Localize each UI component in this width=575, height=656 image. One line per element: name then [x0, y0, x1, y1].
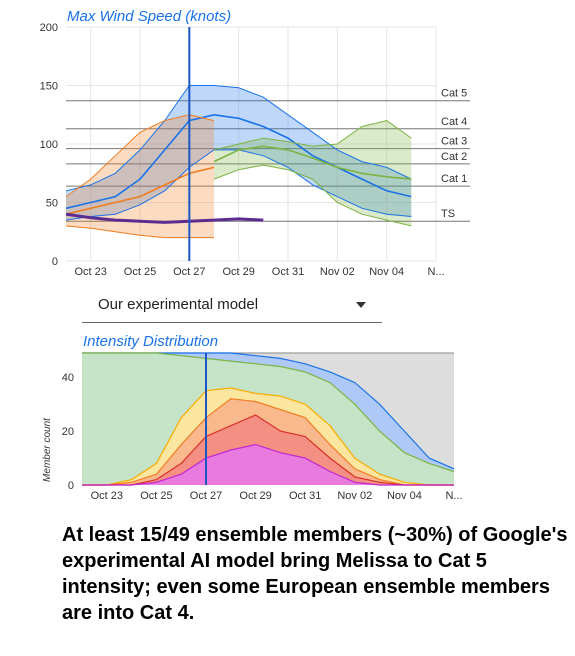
dropdown-arrow-icon	[356, 302, 366, 308]
model-dropdown[interactable]: Our experimental model	[82, 290, 382, 323]
chart2-xtick-label: Oct 27	[190, 490, 222, 502]
chart1-ensemble-upper-line	[65, 85, 412, 192]
chart1-ytick-label: 0	[52, 256, 58, 268]
chart1-ensemble-median-line	[213, 145, 412, 180]
chart2-category-outline	[82, 398, 454, 486]
chart1-threshold-label: Cat 5	[441, 88, 467, 100]
model-dropdown-label: Our experimental model	[98, 296, 259, 313]
chart1-threshold-label: Cat 4	[441, 116, 467, 128]
chart2-ytick-label: 40	[62, 372, 74, 384]
intensity-distribution-chart: Intensity Distribution Member count 0 20 4…	[42, 333, 463, 502]
chart2-xtick-label: Oct 31	[289, 490, 321, 502]
chart2-xtick-label: Oct 29	[239, 490, 271, 502]
chart1-observed-track-line	[65, 212, 264, 224]
chart2-xtick-label: Oct 23	[91, 490, 123, 502]
chart2-xtick-label: Nov 02	[337, 490, 372, 502]
chart1-threshold-label: Cat 2	[441, 151, 467, 163]
chart1-ytick-label: 150	[40, 81, 58, 93]
chart1-ensemble-band	[66, 114, 214, 238]
chart2-xtick-label: Oct 25	[140, 490, 172, 502]
chart1-xtick-label: Oct 25	[124, 266, 156, 278]
max-wind-speed-chart: Max Wind Speed (knots) Cat 5 Cat 4 Cat 3 Ca…	[40, 8, 470, 278]
chart2-xtick-label: Nov 04	[387, 490, 422, 502]
chart1-xtick-label: Nov 04	[369, 266, 404, 278]
caption-text: At least 15/49 ensemble members (~30%) o…	[62, 524, 568, 624]
chart1-xtick-label: N...	[427, 266, 444, 278]
chart2-category-outline	[82, 352, 455, 473]
chart1-ytick-label: 100	[40, 139, 58, 151]
chart1-ytick-label: 200	[40, 22, 58, 34]
chart1-ensemble-band	[66, 85, 412, 221]
chart2-xtick-label: N...	[445, 490, 462, 502]
chart2-category-outline	[82, 387, 454, 486]
chart1-xtick-label: Nov 02	[320, 266, 355, 278]
chart1-xtick-label: Oct 27	[173, 266, 205, 278]
chart2-ytick-label: 0	[68, 480, 74, 492]
chart2-title: Intensity Distribution	[83, 333, 218, 350]
chart2-ylabel: Member count	[42, 417, 53, 482]
chart1-xtick-label: Oct 29	[222, 266, 254, 278]
chart1-ensemble-lower-line	[213, 164, 412, 227]
chart1-threshold-label: Cat 3	[441, 136, 467, 148]
chart1-xtick-label: Oct 23	[74, 266, 106, 278]
chart1-title: Max Wind Speed (knots)	[67, 8, 231, 25]
chart1-ensemble-median-line	[65, 113, 412, 210]
chart1-ensemble-upper-line	[213, 120, 412, 151]
chart1-ytick-label: 50	[46, 198, 58, 210]
chart2-category-outline	[82, 414, 454, 486]
chart1-threshold-label: Cat 1	[441, 173, 467, 185]
chart2-category-area	[82, 444, 454, 485]
chart1-threshold-label: TS	[441, 208, 455, 220]
chart2-category-outline	[82, 443, 454, 486]
chart1-xtick-label: Oct 31	[272, 266, 304, 278]
chart2-ytick-label: 20	[62, 426, 74, 438]
